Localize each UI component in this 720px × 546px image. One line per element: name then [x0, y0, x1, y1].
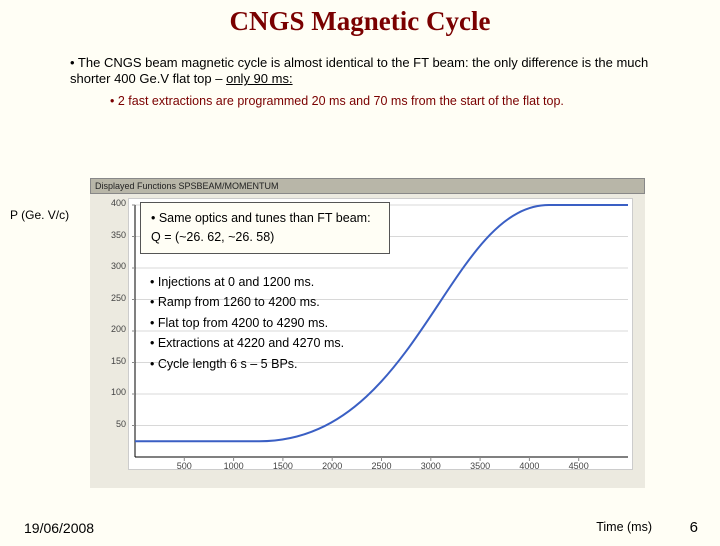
intro-sub-bullet: • 2 fast extractions are programmed 20 m… — [110, 94, 650, 108]
callout-l1: • Injections at 0 and 1200 ms. — [150, 273, 380, 292]
footer-date: 19/06/2008 — [24, 520, 94, 536]
y-tick-label: 300 — [98, 261, 126, 271]
callout-optics-l1: • Same optics and tunes than FT beam: — [151, 210, 379, 228]
svg-text:2000: 2000 — [322, 461, 342, 471]
svg-text:3500: 3500 — [470, 461, 490, 471]
y-tick-label: 100 — [98, 387, 126, 397]
callout-optics-l2: Q = (~26. 62, ~26. 58) — [151, 229, 379, 247]
intro-text: • The CNGS beam magnetic cycle is almost… — [70, 55, 650, 88]
page-title: CNGS Magnetic Cycle — [0, 6, 720, 37]
svg-text:4500: 4500 — [569, 461, 589, 471]
y-tick-label: 250 — [98, 293, 126, 303]
intro-bullet: • The CNGS beam magnetic cycle is almost… — [70, 55, 648, 86]
svg-text:500: 500 — [177, 461, 192, 471]
callout-l5: • Cycle length 6 s – 5 BPs. — [150, 355, 380, 374]
svg-text:2500: 2500 — [371, 461, 391, 471]
svg-text:3000: 3000 — [421, 461, 441, 471]
chart-header: Displayed Functions SPSBEAM/MOMENTUM — [90, 178, 645, 194]
callout-l4: • Extractions at 4220 and 4270 ms. — [150, 334, 380, 353]
svg-text:1000: 1000 — [224, 461, 244, 471]
y-tick-label: 350 — [98, 230, 126, 240]
intro-underlined: only 90 ms: — [226, 71, 292, 86]
x-axis-label: Time (ms) — [596, 520, 652, 534]
callout-l3: • Flat top from 4200 to 4290 ms. — [150, 314, 380, 333]
page-number: 6 — [690, 519, 698, 536]
y-tick-label: 400 — [98, 198, 126, 208]
svg-text:1500: 1500 — [273, 461, 293, 471]
y-tick-label: 150 — [98, 356, 126, 366]
callout-l2: • Ramp from 1260 to 4200 ms. — [150, 293, 380, 312]
y-axis-label: P (Ge. V/c) — [10, 208, 69, 222]
y-tick-label: 50 — [98, 419, 126, 429]
y-tick-label: 200 — [98, 324, 126, 334]
callout-optics: • Same optics and tunes than FT beam: Q … — [140, 202, 390, 254]
callout-timings: • Injections at 0 and 1200 ms. • Ramp fr… — [140, 268, 390, 379]
svg-text:4000: 4000 — [519, 461, 539, 471]
